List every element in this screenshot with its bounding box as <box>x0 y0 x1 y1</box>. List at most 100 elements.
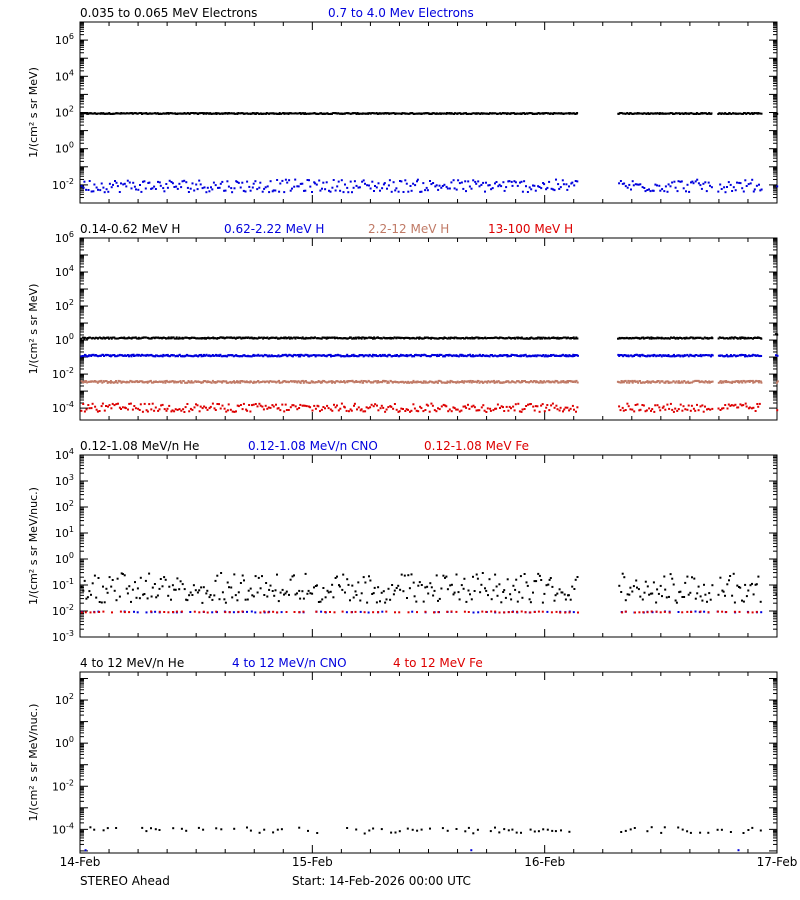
data-point <box>745 405 748 408</box>
data-point <box>491 337 494 340</box>
data-point <box>619 180 622 182</box>
data-point <box>663 826 666 829</box>
data-point <box>263 353 266 356</box>
data-point <box>702 182 705 185</box>
data-point <box>190 355 193 358</box>
data-point <box>97 355 100 358</box>
data-point <box>697 182 700 185</box>
data-point <box>685 336 688 339</box>
data-point <box>256 188 259 191</box>
data-point <box>196 404 199 407</box>
data-point <box>548 578 551 581</box>
data-point <box>419 405 422 408</box>
data-point <box>374 380 377 383</box>
data-point <box>745 337 748 340</box>
data-point <box>367 407 370 410</box>
data-point <box>534 405 537 408</box>
data-point <box>376 404 378 407</box>
data-point <box>223 380 226 383</box>
y-axis-label: 1/(cm² s sr MeV) <box>27 67 40 158</box>
data-point <box>269 584 272 587</box>
data-point <box>759 600 762 603</box>
data-point <box>507 336 510 339</box>
data-point <box>83 112 86 115</box>
data-point <box>405 408 408 411</box>
data-point <box>568 380 571 382</box>
data-point <box>287 409 290 411</box>
data-point <box>505 186 508 189</box>
data-point <box>343 406 346 409</box>
data-point <box>624 185 627 188</box>
data-point <box>363 611 366 614</box>
data-point <box>735 380 738 383</box>
data-point <box>480 406 483 409</box>
data-point <box>641 186 644 189</box>
data-point <box>346 578 349 581</box>
data-point <box>330 355 332 358</box>
data-point <box>88 112 91 115</box>
data-point <box>637 183 640 186</box>
data-point <box>289 406 292 409</box>
data-point <box>700 355 703 358</box>
data-point <box>420 407 423 410</box>
data-point <box>128 355 130 358</box>
data-point <box>468 407 471 410</box>
data-point <box>565 183 568 186</box>
data-point <box>208 190 211 193</box>
data-point <box>216 380 219 383</box>
data-point <box>187 191 190 193</box>
data-point <box>504 112 507 115</box>
data-point <box>204 380 207 383</box>
data-point <box>624 610 627 613</box>
data-point <box>531 354 534 357</box>
data-point <box>532 405 535 408</box>
data-point <box>126 381 129 384</box>
data-point <box>476 577 479 580</box>
data-point <box>480 355 483 358</box>
data-point <box>536 405 539 408</box>
data-point <box>298 112 301 114</box>
data-point <box>499 381 502 384</box>
data-point <box>574 381 577 384</box>
data-point <box>776 112 779 115</box>
data-point <box>540 187 543 190</box>
data-point <box>243 579 245 582</box>
data-point <box>649 190 652 193</box>
data-point <box>716 610 719 613</box>
data-point <box>362 576 365 579</box>
data-point <box>417 584 420 587</box>
data-point <box>621 611 624 614</box>
data-point <box>722 407 725 410</box>
data-point <box>231 191 234 194</box>
data-point <box>562 380 565 382</box>
data-point <box>491 187 494 190</box>
data-point <box>348 355 351 358</box>
data-point <box>381 187 384 190</box>
data-point <box>124 407 127 410</box>
data-point <box>307 405 310 408</box>
data-point <box>696 336 699 339</box>
data-point <box>663 575 666 578</box>
data-point <box>155 354 157 357</box>
data-point <box>276 611 279 614</box>
data-point <box>98 601 101 603</box>
data-point <box>339 112 342 115</box>
data-point <box>99 380 102 383</box>
data-point <box>269 406 272 409</box>
data-point <box>666 403 669 406</box>
data-point <box>542 381 545 384</box>
data-point <box>176 577 179 580</box>
data-point <box>379 354 382 356</box>
data-point <box>776 185 779 188</box>
y-tick-label: 104 <box>55 447 74 462</box>
data-point <box>674 407 677 410</box>
data-point <box>424 610 427 613</box>
data-point <box>498 611 501 614</box>
data-point <box>664 588 667 591</box>
data-point <box>690 354 693 357</box>
data-point <box>263 112 266 115</box>
data-point <box>211 188 214 191</box>
data-point <box>670 381 673 384</box>
data-point <box>542 182 545 184</box>
data-point <box>326 589 329 592</box>
